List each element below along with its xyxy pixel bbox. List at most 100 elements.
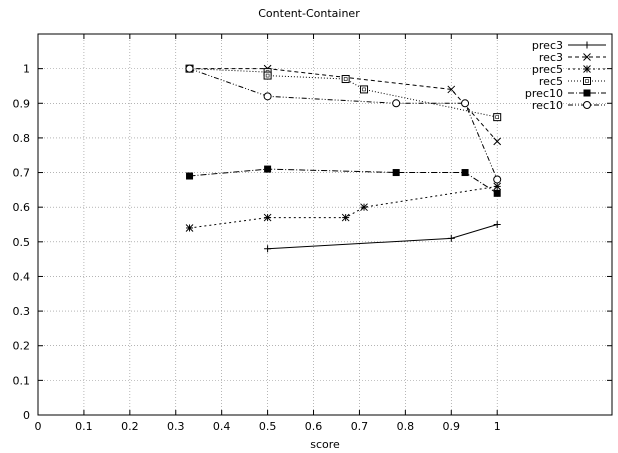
circle-icon bbox=[493, 175, 502, 184]
data-point-prec3 bbox=[264, 245, 272, 253]
circle-icon bbox=[263, 92, 272, 101]
legend-item-prec5: prec5 bbox=[532, 63, 606, 76]
square-icon bbox=[343, 77, 348, 81]
star-icon bbox=[263, 213, 272, 222]
data-point-prec10 bbox=[461, 169, 469, 177]
square-filled-icon bbox=[461, 169, 469, 177]
square-icon bbox=[583, 77, 591, 85]
square-icon bbox=[495, 115, 500, 119]
series-line-prec5 bbox=[189, 185, 498, 229]
star-icon bbox=[341, 213, 350, 222]
legend-marker bbox=[583, 53, 591, 61]
data-point-rec10 bbox=[263, 92, 272, 101]
x-tick-label: 0.6 bbox=[305, 420, 323, 433]
data-point-prec5 bbox=[263, 213, 272, 222]
square-filled-icon bbox=[264, 165, 272, 173]
data-point-rec10 bbox=[392, 99, 401, 108]
legend-label: rec10 bbox=[532, 99, 563, 112]
cross-icon bbox=[447, 85, 456, 94]
star-icon bbox=[493, 182, 502, 191]
series-line-rec3 bbox=[189, 68, 498, 142]
x-tick-label: 0.5 bbox=[259, 420, 277, 433]
data-point-prec5 bbox=[360, 203, 368, 212]
series-rec10 bbox=[185, 64, 502, 184]
square-filled-icon bbox=[493, 189, 501, 197]
circle-icon bbox=[185, 64, 194, 73]
series-prec3 bbox=[264, 221, 501, 253]
legend-label: rec5 bbox=[539, 75, 563, 88]
y-tick-label: 0.5 bbox=[13, 236, 31, 249]
series-line-rec5 bbox=[189, 68, 498, 118]
data-point-prec10 bbox=[264, 165, 272, 173]
data-point-rec3 bbox=[493, 137, 502, 146]
legend-marker bbox=[583, 41, 591, 49]
legend-label: prec5 bbox=[532, 63, 563, 76]
data-point-rec10 bbox=[493, 175, 502, 184]
x-tick-label: 0.2 bbox=[121, 420, 139, 433]
legend-marker bbox=[583, 77, 591, 85]
data-point-rec10 bbox=[185, 64, 194, 73]
square-filled-icon bbox=[186, 172, 194, 180]
series-rec5 bbox=[185, 64, 502, 122]
x-tick-label: 0.7 bbox=[351, 420, 369, 433]
data-point-prec5 bbox=[493, 182, 502, 191]
data-point-prec10 bbox=[186, 172, 194, 180]
series-prec5 bbox=[185, 182, 502, 232]
data-point-prec5 bbox=[185, 224, 194, 232]
cross-icon bbox=[493, 137, 502, 146]
y-tick-label: 0 bbox=[23, 409, 30, 422]
legend-label: prec3 bbox=[532, 39, 563, 52]
data-point-prec5 bbox=[341, 213, 350, 222]
x-axis-label: score bbox=[310, 438, 340, 451]
x-tick-label: 1 bbox=[494, 420, 501, 433]
legend-label: prec10 bbox=[525, 87, 563, 100]
data-point-prec10 bbox=[392, 169, 400, 177]
data-point-rec5 bbox=[263, 71, 272, 80]
circle-icon bbox=[392, 99, 401, 108]
data-point-prec10 bbox=[493, 189, 501, 197]
legend-marker bbox=[583, 101, 591, 109]
series-group bbox=[185, 64, 502, 253]
star-icon bbox=[583, 65, 591, 73]
square-icon bbox=[263, 71, 272, 80]
y-tick-label: 0.4 bbox=[13, 270, 31, 283]
x-tick-label: 0.1 bbox=[75, 420, 93, 433]
x-tick-label: 0.3 bbox=[167, 420, 185, 433]
series-prec10 bbox=[186, 165, 501, 197]
legend-item-prec3: prec3 bbox=[532, 39, 606, 52]
legend-item-rec5: rec5 bbox=[539, 75, 606, 88]
axis-ticks: 0 0.1 0.2 0.3 0.4 0.5 0.6 0.7 0.8 0.9 1 0 0.1 0.2 0.3 0… bbox=[13, 34, 612, 433]
data-point-rec10 bbox=[461, 99, 470, 108]
circle-icon bbox=[583, 101, 591, 109]
series-line-prec10 bbox=[189, 168, 498, 194]
legend-label: rec3 bbox=[539, 51, 563, 64]
x-tick-label: 0.4 bbox=[213, 420, 231, 433]
y-tick-label: 0.9 bbox=[13, 97, 31, 110]
chart-title: Content-Container bbox=[258, 7, 360, 20]
legend-item-rec10: rec10 bbox=[532, 99, 606, 112]
square-icon bbox=[341, 75, 350, 84]
square-icon bbox=[362, 87, 366, 92]
y-tick-label: 0.7 bbox=[13, 167, 31, 180]
x-tick-label: 0 bbox=[35, 420, 42, 433]
square-icon bbox=[265, 73, 270, 78]
cross-icon bbox=[583, 53, 591, 61]
square-filled-icon bbox=[583, 89, 591, 97]
square-icon bbox=[493, 113, 502, 122]
data-point-prec3 bbox=[493, 221, 501, 228]
data-point-rec5 bbox=[493, 113, 502, 122]
square-filled-icon bbox=[392, 169, 400, 177]
x-tick-label: 0.9 bbox=[443, 420, 461, 433]
star-icon bbox=[360, 203, 368, 212]
y-tick-label: 0.3 bbox=[13, 305, 31, 318]
y-tick-label: 0.8 bbox=[13, 132, 31, 145]
star-icon bbox=[185, 224, 194, 232]
y-tick-label: 1 bbox=[23, 63, 30, 76]
data-point-rec5 bbox=[360, 85, 369, 94]
square-icon bbox=[585, 79, 589, 83]
data-point-prec3 bbox=[447, 234, 455, 242]
y-tick-label: 0.1 bbox=[13, 374, 31, 387]
square-icon bbox=[360, 85, 369, 94]
legend-item-prec10: prec10 bbox=[525, 87, 606, 100]
